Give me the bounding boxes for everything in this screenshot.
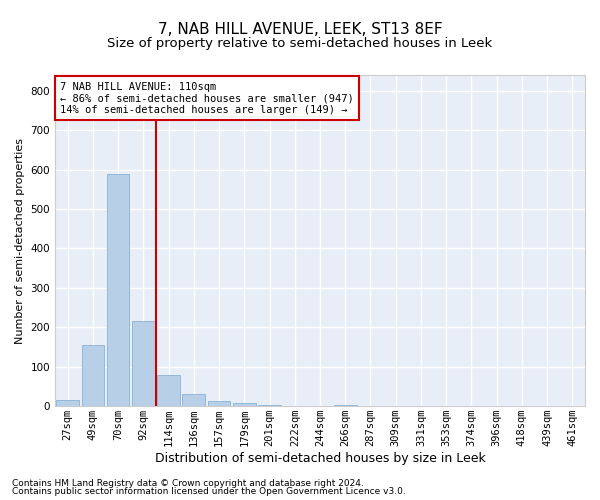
Bar [82, 345, 104, 406]
Bar [233, 403, 256, 406]
Text: 7 NAB HILL AVENUE: 110sqm
← 86% of semi-detached houses are smaller (947)
14% of: 7 NAB HILL AVENUE: 110sqm ← 86% of semi-… [61, 82, 354, 115]
Y-axis label: Number of semi-detached properties: Number of semi-detached properties [15, 138, 25, 344]
Text: Size of property relative to semi-detached houses in Leek: Size of property relative to semi-detach… [107, 38, 493, 51]
Bar [182, 394, 205, 406]
Bar [157, 374, 180, 406]
Bar [132, 322, 155, 406]
Text: 7, NAB HILL AVENUE, LEEK, ST13 8EF: 7, NAB HILL AVENUE, LEEK, ST13 8EF [158, 22, 442, 38]
Text: Contains HM Land Registry data © Crown copyright and database right 2024.: Contains HM Land Registry data © Crown c… [12, 478, 364, 488]
Bar [258, 405, 281, 406]
Bar [208, 402, 230, 406]
Bar [56, 400, 79, 406]
Bar [334, 404, 356, 406]
X-axis label: Distribution of semi-detached houses by size in Leek: Distribution of semi-detached houses by … [155, 452, 485, 465]
Text: Contains public sector information licensed under the Open Government Licence v3: Contains public sector information licen… [12, 487, 406, 496]
Bar [107, 174, 130, 406]
